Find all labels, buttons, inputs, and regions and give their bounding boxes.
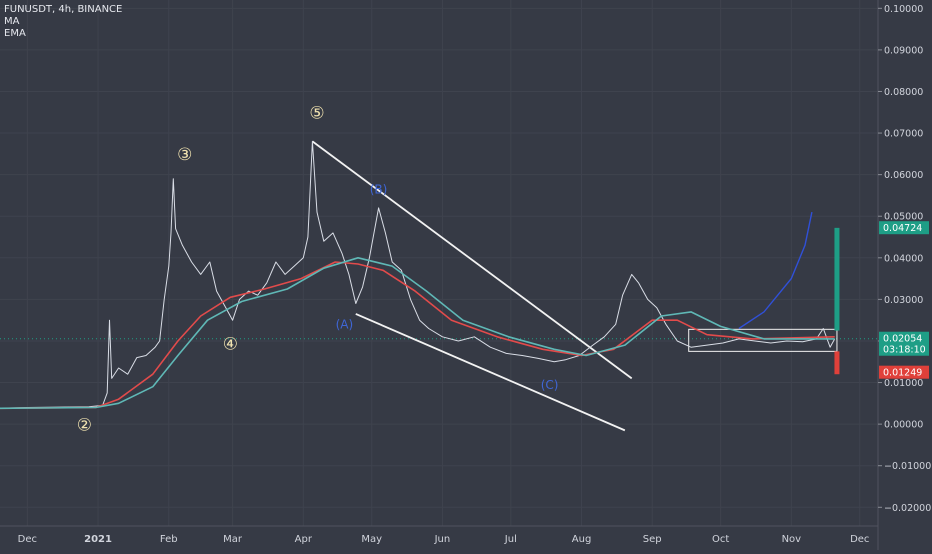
trendline (355, 313, 626, 432)
range-box (688, 328, 838, 352)
drawings (311, 140, 840, 432)
price-badge-bg (879, 221, 929, 235)
x-tick-label: Jul (504, 534, 517, 545)
wave-label: (B) (370, 182, 388, 196)
ema-line (0, 256, 835, 410)
stop-bar (834, 351, 840, 375)
trendline (311, 140, 633, 380)
price-axis[interactable]: 0.10000 0.09000 0.08000 0.07000 0.06000 0.050… (878, 4, 931, 514)
x-tick-label: Mar (223, 534, 243, 545)
wave-labels: ② ③ ④ ⑤ (A) (B) (C) (77, 104, 559, 436)
wave-label: ③ (177, 145, 192, 165)
y-tick-label: 0.08000 (884, 87, 923, 98)
y-tick-label: −0.01000 (884, 461, 931, 472)
x-tick-label: Nov (782, 534, 802, 545)
price-badge-value: 0.04724 (883, 223, 922, 234)
x-tick-label: Apr (295, 534, 313, 545)
price-axis-background[interactable] (878, 0, 932, 550)
price-badge-countdown: 03:18:10 (883, 345, 926, 356)
price-badge-bg (879, 365, 929, 379)
y-tick-label: −0.02000 (884, 503, 931, 514)
x-tick-label: 2021 (84, 534, 112, 545)
y-tick-label: 0.04000 (884, 253, 923, 264)
x-tick-label: Jun (434, 534, 451, 545)
x-tick-label: May (361, 534, 382, 545)
wave-label: ④ (223, 334, 238, 354)
y-tick-label: 0.07000 (884, 129, 923, 140)
wave-label: (C) (541, 378, 559, 392)
x-tick-label: Feb (160, 534, 178, 545)
projection-curve (738, 211, 813, 330)
time-axis[interactable]: Dec 2021 Feb Mar Apr May Jun Jul Aug Sep Oct Nov Dec (18, 534, 870, 545)
ema-indicator-label[interactable]: EMA (4, 28, 26, 39)
plot-background (0, 0, 878, 526)
grid (0, 0, 878, 526)
y-tick-label: 0.06000 (884, 170, 923, 181)
x-tick-label: Dec (18, 534, 37, 545)
wave-label: ⑤ (309, 104, 324, 124)
x-tick-label: Aug (572, 534, 592, 545)
y-tick-label: 0.09000 (884, 45, 923, 56)
y-tick-label: 0.01000 (884, 378, 923, 389)
x-tick-label: Oct (712, 534, 729, 545)
price-badge-value: 0.01249 (883, 368, 922, 379)
ma-indicator-label[interactable]: MA (4, 16, 20, 27)
x-tick-label: Sep (643, 534, 662, 545)
price-line (0, 140, 836, 409)
y-tick-label: 0.03000 (884, 295, 923, 306)
y-tick-label: 0.10000 (884, 4, 923, 15)
wave-label: (A) (336, 317, 354, 331)
chart-legend: FUNUSDT, 4h, BINANCE MA EMA (4, 4, 122, 40)
wave-label: ② (77, 415, 92, 435)
ma-line (0, 261, 835, 410)
y-tick-label: 0.00000 (884, 420, 923, 431)
series (0, 140, 836, 410)
price-badge-value: 0.02054 (883, 334, 922, 345)
y-tick-label: 0.05000 (884, 212, 923, 223)
symbol-title[interactable]: FUNUSDT, 4h, BINANCE (4, 4, 123, 15)
x-tick-label: Dec (850, 534, 869, 545)
price-badge-bg (879, 331, 929, 356)
target-bar (834, 227, 840, 331)
